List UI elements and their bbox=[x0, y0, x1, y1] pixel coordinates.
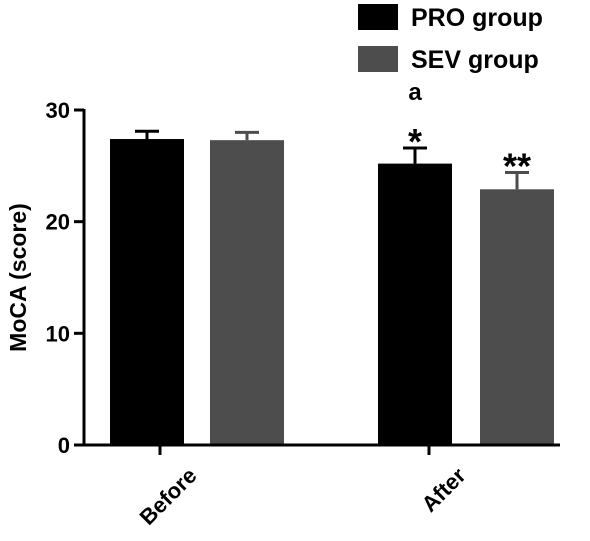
y-axis-label: MoCA (score) bbox=[5, 203, 31, 352]
bar-before-0 bbox=[110, 139, 184, 446]
y-tick-label: 10 bbox=[46, 321, 70, 346]
significance-mark: ** bbox=[503, 146, 531, 187]
annotations: a*** bbox=[408, 79, 531, 187]
legend-label-0: PRO group bbox=[411, 4, 543, 32]
bars bbox=[110, 129, 554, 446]
bar-after-0 bbox=[378, 163, 452, 445]
significance-mark: a bbox=[408, 79, 422, 106]
y-tick-label: 30 bbox=[46, 98, 70, 123]
legend: PRO group SEV group bbox=[358, 4, 543, 74]
y-tick-label: 20 bbox=[46, 210, 70, 235]
x-tick-label-before: Before bbox=[135, 463, 202, 530]
x-tick-label-after: After bbox=[417, 463, 471, 517]
bar-after-1 bbox=[480, 189, 554, 445]
legend-label-1: SEV group bbox=[411, 46, 539, 74]
bar-before-1 bbox=[210, 140, 284, 445]
legend-swatch-1 bbox=[358, 46, 398, 72]
y-tick-label: 0 bbox=[58, 433, 70, 458]
legend-swatch-0 bbox=[358, 4, 398, 30]
significance-mark: * bbox=[408, 121, 422, 162]
